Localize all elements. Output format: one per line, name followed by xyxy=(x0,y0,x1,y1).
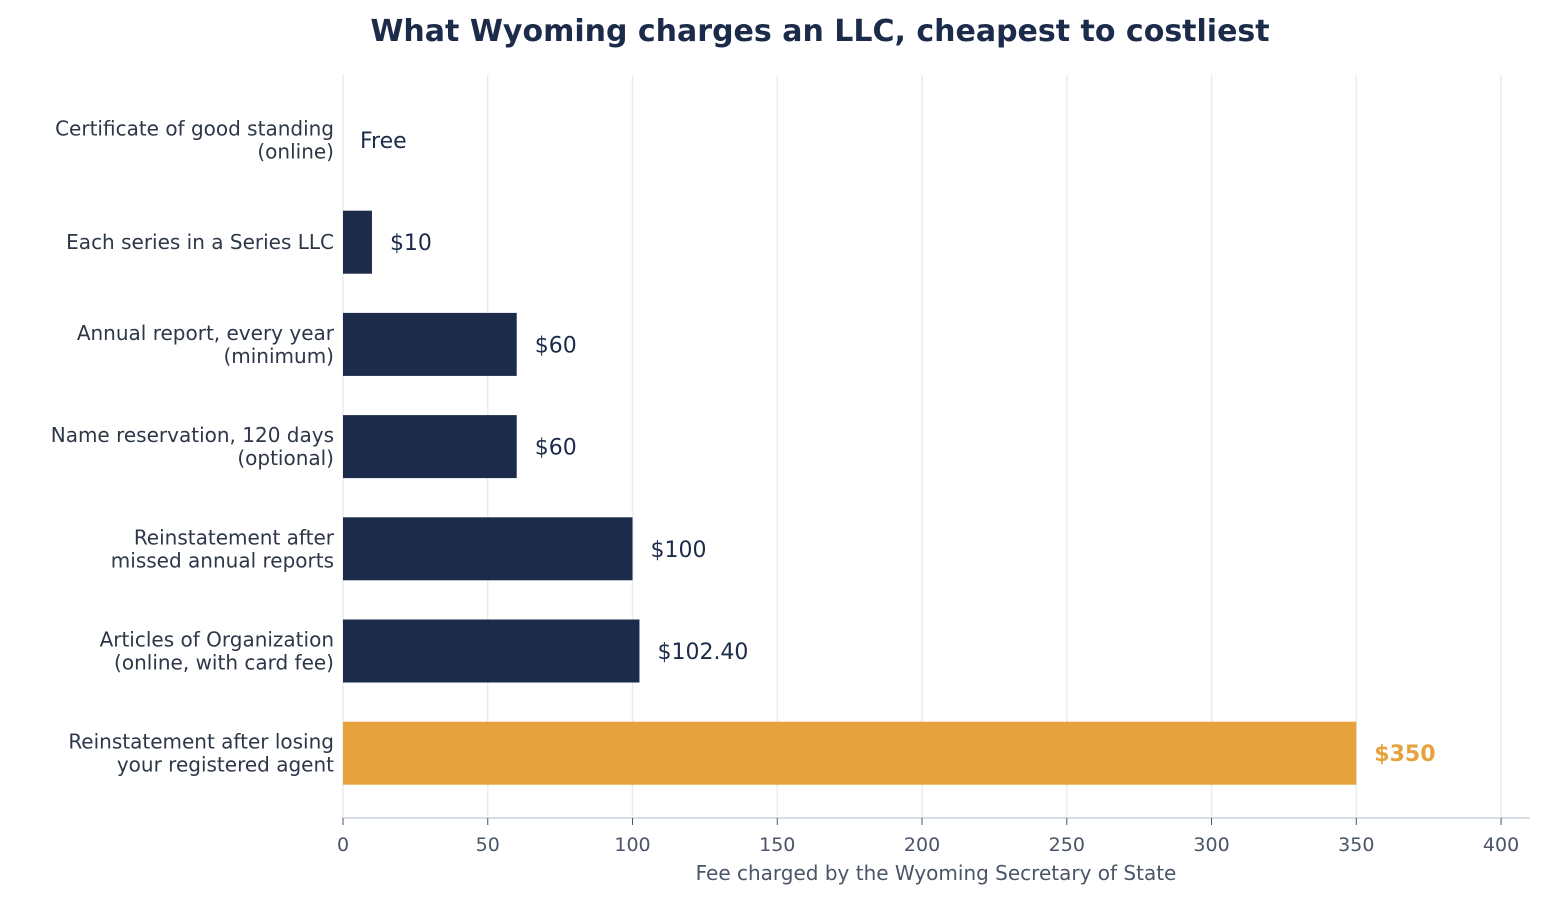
value-label: $60 xyxy=(535,333,577,358)
bar xyxy=(343,312,517,376)
value-label: $100 xyxy=(651,538,707,563)
category-label: (optional) xyxy=(237,446,334,470)
x-tick-label: 0 xyxy=(337,834,349,856)
value-label: $60 xyxy=(535,436,577,461)
value-label: $350 xyxy=(1374,742,1435,767)
bar xyxy=(343,210,372,274)
x-tick-label: 300 xyxy=(1193,834,1229,856)
x-tick-label: 400 xyxy=(1483,834,1519,856)
category-label: Reinstatement after xyxy=(134,525,335,549)
x-tick-label: 350 xyxy=(1338,834,1374,856)
bar xyxy=(343,517,633,581)
x-tick-label: 250 xyxy=(1049,834,1085,856)
x-tick-label: 100 xyxy=(614,834,650,856)
value-label: Free xyxy=(360,129,407,154)
x-axis-label: Fee charged by the Wyoming Secretary of … xyxy=(696,861,1177,885)
category-label: (online) xyxy=(257,140,334,164)
bar xyxy=(343,619,640,683)
value-label: $102.40 xyxy=(657,640,748,665)
gridlines xyxy=(342,75,1502,818)
bar xyxy=(343,415,517,479)
x-ticks: 0 50 100 150 200 250 300 350 400 xyxy=(337,818,1519,856)
category-label: (minimum) xyxy=(223,344,334,368)
category-label: Each series in a Series LLC xyxy=(66,230,334,254)
category-label: missed annual reports xyxy=(111,548,334,572)
category-label: Name reservation, 120 days xyxy=(51,423,334,447)
category-label: Annual report, every year xyxy=(77,321,335,345)
x-tick-label: 200 xyxy=(904,834,940,856)
value-label: $10 xyxy=(390,231,432,256)
category-label: your registered agent xyxy=(117,753,334,777)
bar xyxy=(343,721,1357,785)
bars xyxy=(343,210,1357,785)
category-labels: Certificate of good standing(online) Each… xyxy=(51,117,335,777)
chart-title: What Wyoming charges an LLC, cheapest to… xyxy=(370,14,1269,49)
category-label: Articles of Organization xyxy=(100,628,334,652)
value-labels: Free $10 $60 $60 $100 $102.40 $350 xyxy=(360,129,1436,767)
category-label: (online, with card fee) xyxy=(114,651,334,675)
category-label: Certificate of good standing xyxy=(55,117,334,141)
category-label: Reinstatement after losing xyxy=(68,730,334,754)
x-tick-label: 150 xyxy=(759,834,795,856)
x-tick-label: 50 xyxy=(476,834,500,856)
